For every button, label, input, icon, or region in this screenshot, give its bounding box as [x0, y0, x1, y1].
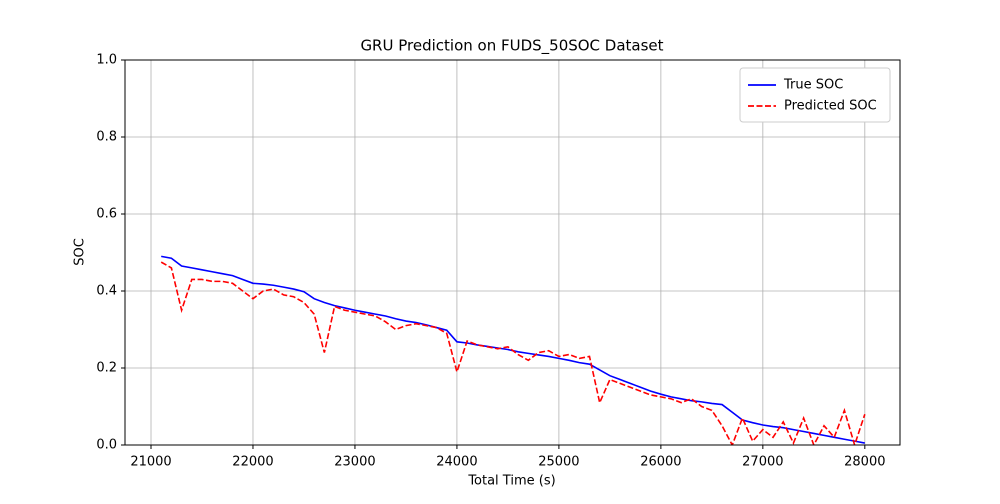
- x-tick-label: 24000: [436, 455, 477, 470]
- legend-box: [739, 67, 891, 123]
- y-tick-label: 0.0: [96, 438, 117, 453]
- x-tick-label: 21000: [130, 455, 171, 470]
- plot-frame: [124, 59, 901, 446]
- y-tick-label: 0.6: [96, 207, 117, 222]
- chart-title: GRU Prediction on FUDS_50SOC Dataset: [360, 37, 663, 56]
- x-tick-label: 23000: [334, 455, 375, 470]
- y-tick-label: 1.0: [96, 53, 117, 68]
- y-tick-label: 0.2: [96, 361, 117, 376]
- x-tick-label: 28000: [844, 455, 885, 470]
- y-tick-label: 0.8: [96, 130, 117, 145]
- x-tick-label: 27000: [742, 455, 783, 470]
- y-tick-label: 0.4: [96, 284, 117, 299]
- x-tick-label: 26000: [640, 455, 681, 470]
- x-tick-label: 25000: [538, 455, 579, 470]
- x-tick-label: 22000: [232, 455, 273, 470]
- series-line: [160, 261, 866, 445]
- legend-label: Predicted SOC: [784, 99, 877, 114]
- legend-label: True SOC: [783, 78, 843, 93]
- y-axis-label: SOC: [73, 238, 88, 266]
- x-axis-label: Total Time (s): [467, 474, 555, 489]
